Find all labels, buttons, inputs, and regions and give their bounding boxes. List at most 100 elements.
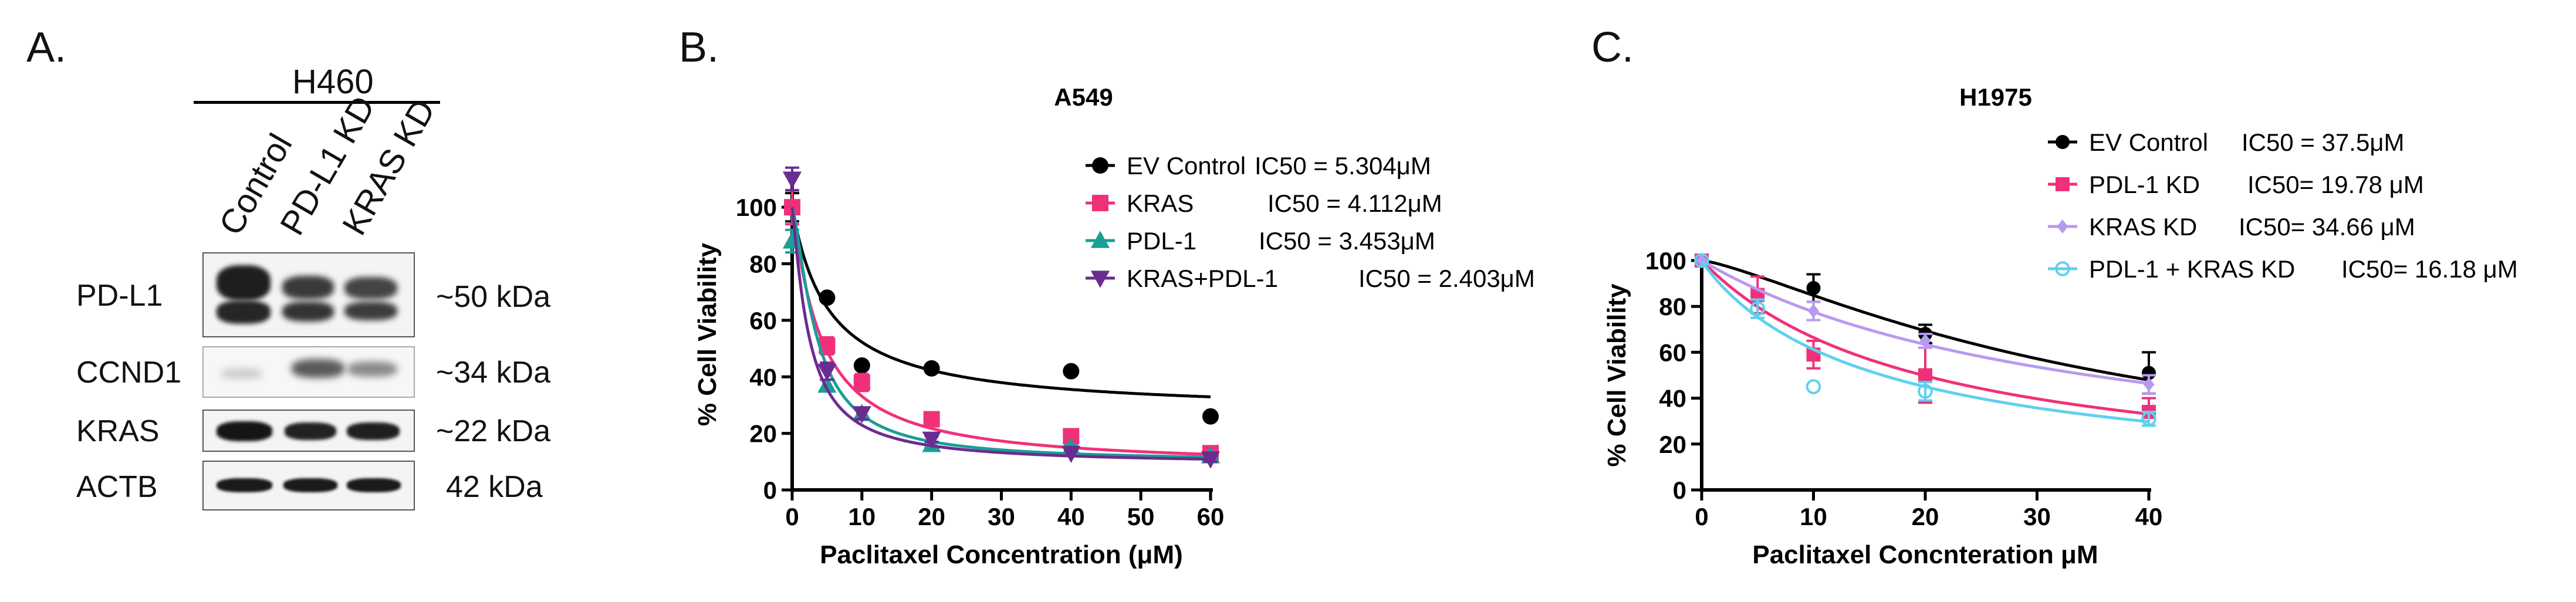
y-axis-label: % Cell Viability (1603, 283, 1631, 467)
y-tick-label: 80 (749, 251, 777, 278)
y-tick-label: 40 (1659, 385, 1686, 412)
band (282, 302, 334, 322)
data-point (853, 357, 870, 374)
legend-ic50: IC50 = 5.304μM (1255, 152, 1431, 180)
panel-a-letter: A. (26, 24, 67, 71)
x-tick-label: 40 (2135, 503, 2163, 530)
y-tick-label: 80 (1659, 293, 1686, 320)
data-point (1694, 253, 1709, 268)
legend-item: EV Control IC50 = 5.304μM (1086, 152, 1431, 180)
band (347, 478, 401, 492)
data-point (1919, 333, 1931, 348)
x-tick-label: 10 (1800, 503, 1827, 530)
fit-curve (790, 207, 1211, 456)
x-tick-label: 40 (1057, 503, 1085, 530)
data-point (817, 375, 837, 393)
y-tick-label: 100 (1645, 247, 1686, 275)
band (344, 302, 397, 320)
band (347, 361, 397, 377)
panel-b-letter: B. (679, 24, 719, 71)
legend-ic50: IC50 = 4.112μM (1267, 190, 1442, 217)
viability-chart-a549: A549 0 10 20 30 40 50 60 0 20 40 60 80 100 Paclitaxel … (693, 83, 1535, 569)
data-point (2056, 135, 2070, 149)
band (217, 300, 271, 324)
x-tick-label: 20 (918, 503, 945, 530)
blot-protein-label: KRAS (76, 414, 160, 448)
band (347, 422, 400, 440)
legend-item: KRAS KD IC50= 34.66 μM (2048, 213, 2415, 241)
legend-name: PDL-1 (1127, 227, 1196, 255)
blot-size-label: ~50 kDa (436, 280, 551, 314)
data-point (1806, 280, 1821, 295)
data-point (1750, 301, 1766, 316)
data-point (1061, 445, 1081, 464)
x-tick-label: 0 (785, 503, 799, 530)
blot-image-actb (202, 461, 415, 510)
fit-curve (790, 207, 1211, 398)
x-tick-label: 10 (848, 503, 875, 530)
band (221, 368, 262, 379)
band (217, 265, 271, 300)
data-point (1090, 231, 1110, 248)
panel-c-letter: C. (1591, 24, 1634, 71)
data-point (2057, 219, 2068, 234)
legend-name: PDL-1 KD (2089, 171, 2200, 198)
legend-name: KRAS+PDL-1 (1127, 265, 1278, 292)
data-point (1202, 408, 1219, 425)
band (217, 478, 272, 492)
blot-image-pdl1 (202, 252, 415, 337)
data-point (1918, 368, 1932, 383)
data-point (2056, 177, 2070, 191)
band (282, 276, 334, 299)
legend-name: KRAS KD (2089, 213, 2197, 241)
legend-ic50: IC50 = 37.5μM (2242, 128, 2405, 156)
data-point (923, 360, 940, 377)
data-point (1092, 157, 1108, 174)
blot-image-ccnd1 (202, 346, 415, 398)
data-point (782, 171, 802, 189)
y-tick-label: 0 (763, 476, 777, 504)
x-axis-label: Paclitaxel Concentration (μM) (820, 540, 1183, 569)
blot-size-label: ~34 kDa (436, 356, 551, 390)
x-tick-label: 20 (1912, 503, 1939, 530)
legend-item: EV Control IC50 = 37.5μM (2048, 128, 2405, 156)
x-tick-label: 0 (1695, 503, 1708, 530)
data-point (922, 431, 941, 449)
data-point (1807, 304, 1820, 319)
chart-title: A549 (1054, 83, 1113, 111)
data-point (852, 406, 871, 424)
series-pdl-1-kras-kd (1694, 253, 2156, 427)
data-point (1201, 451, 1221, 469)
x-axis-label: Paclitaxel Concnteration μM (1752, 540, 2098, 569)
y-tick-label: 20 (1659, 431, 1686, 458)
legend-item: PDL-1 + KRAS KD IC50= 16.18 μM (2048, 255, 2518, 283)
data-point (2141, 411, 2156, 427)
legend-name: EV Control (2089, 128, 2208, 156)
y-tick-label: 0 (1673, 476, 1686, 504)
blot-protein-label: ACTB (76, 470, 158, 504)
blot-size-label: ~22 kDa (436, 414, 551, 448)
fit-curve (790, 207, 1211, 461)
y-tick-label: 40 (749, 363, 777, 391)
data-point (923, 411, 940, 428)
data-point (819, 289, 836, 306)
band (344, 277, 397, 299)
legend-ic50: IC50 = 2.403μM (1358, 265, 1535, 292)
legend-name: PDL-1 + KRAS KD (2089, 255, 2295, 283)
x-tick-label: 60 (1197, 503, 1225, 530)
data-point (2143, 377, 2155, 392)
legend-name: KRAS (1127, 190, 1194, 217)
data-point (1063, 363, 1080, 380)
legend-ic50: IC50 = 3.453μM (1259, 227, 1435, 255)
data-point (2142, 366, 2156, 380)
cell-line-bar (194, 101, 440, 104)
data-point (2055, 261, 2070, 276)
x-tick-label: 50 (1127, 503, 1155, 530)
legend-item: KRAS IC50 = 4.112μM (1086, 190, 1442, 217)
legend-item: PDL-1 KD IC50= 19.78 μM (2048, 171, 2424, 198)
chart-title: H1975 (1959, 83, 2032, 111)
band (285, 422, 336, 440)
band (283, 478, 337, 492)
cell-line-label: H460 (292, 63, 374, 101)
blot-size-label: 42 kDa (446, 470, 543, 504)
